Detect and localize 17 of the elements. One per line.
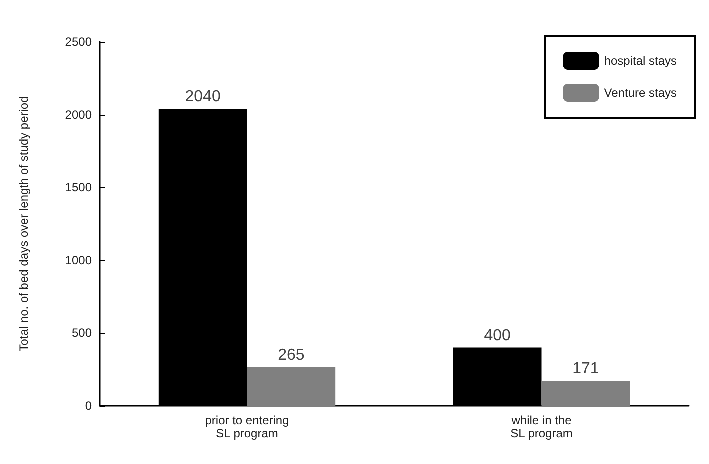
bar xyxy=(542,381,630,406)
data-label: 265 xyxy=(278,346,305,364)
x-tick-label: prior to entering SL program xyxy=(205,414,290,440)
x-tick-label: while in the SL program xyxy=(510,414,573,440)
data-label: 400 xyxy=(484,327,512,344)
data-label: 2040 xyxy=(185,88,221,106)
bar xyxy=(247,367,336,406)
y-tick-label: 1000 xyxy=(65,253,92,268)
y-tick-label: 2000 xyxy=(65,108,92,122)
data-label: 171 xyxy=(572,360,600,378)
legend-label: Venture stays xyxy=(604,86,678,100)
y-tick-label: 2500 xyxy=(65,35,92,49)
y-tick-label: 500 xyxy=(72,326,92,340)
legend-label: hospital stays xyxy=(604,54,677,68)
y-tick-label: 1500 xyxy=(65,180,92,195)
y-tick-label: 0 xyxy=(85,399,92,413)
y-axis-title: Total no. of bed days over length of study period xyxy=(17,96,31,352)
